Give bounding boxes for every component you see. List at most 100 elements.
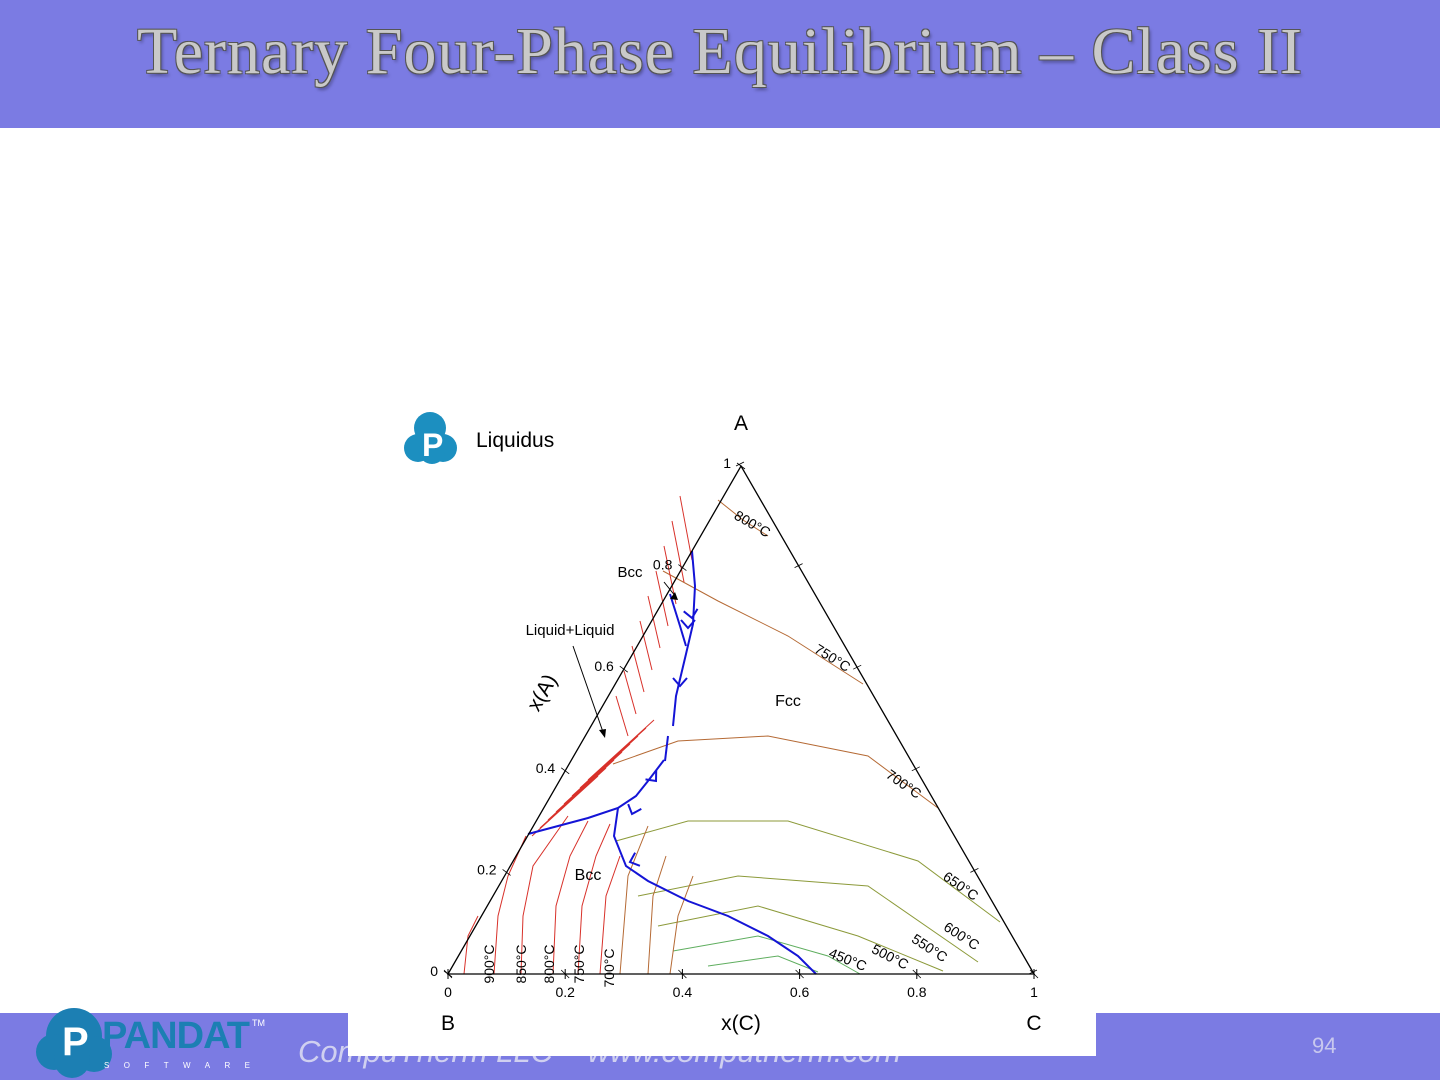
isotherm-line: [639, 620, 653, 671]
y-tick-label: 0.6: [594, 658, 614, 674]
isotherm-line: [707, 955, 819, 973]
isotherm-line: [619, 825, 649, 975]
y-tick-label: 0.4: [536, 760, 556, 776]
boundary-arrow: [672, 677, 688, 688]
title-bar: Ternary Four-Phase Equilibrium – Class I…: [0, 0, 1440, 128]
isotherm-label: 500°C: [869, 941, 911, 973]
isotherm-line: [531, 775, 599, 837]
isotherm-line: [647, 855, 667, 975]
pandat-logo-text: PANDAT: [102, 1015, 250, 1057]
isotherm-line: [679, 495, 693, 561]
right-tick: [853, 664, 862, 670]
chart-panel: P Liquidus 0 0.2 0.4 0.6 0.8 1 0 0.2 0.4 0.6 0.8 1 A…: [348, 396, 1096, 1056]
y-tick-label: 0.2: [477, 861, 497, 877]
isotherm-line: [615, 695, 629, 737]
y-tick-label: 0: [430, 963, 438, 979]
isotherm-label: 900°C: [481, 944, 497, 983]
x-tick-cross: [795, 969, 804, 979]
page-number: 94: [1312, 1033, 1337, 1058]
boundary-arrow: [680, 619, 696, 630]
isotherm-line: [547, 759, 615, 821]
isotherm-line: [555, 751, 623, 813]
x-tick-label: 0.4: [673, 984, 693, 1000]
isotherm-line: [672, 935, 861, 975]
triangle-outline: [446, 464, 1036, 975]
isotherm-line: [587, 719, 655, 781]
isotherm-line: [615, 820, 1001, 923]
isotherm-line: [599, 855, 621, 975]
annotation-arrow: [572, 645, 604, 733]
isotherm-label: 700°C: [601, 948, 617, 987]
phase-label-bcc: Bcc: [575, 867, 602, 884]
x-tick-label: 1: [1030, 984, 1038, 1000]
x-tick-cross: [678, 969, 687, 979]
annotation-liquid-liquid: Liquid+Liquid: [526, 622, 615, 639]
vertex-label-a: A: [734, 412, 748, 435]
pandat-logo-subtitle: SOFTWARE: [104, 1061, 250, 1070]
isotherm-label: 800°C: [541, 944, 557, 983]
right-tick: [735, 461, 745, 467]
boundary-arrow: [645, 770, 658, 783]
isotherm-line: [669, 875, 694, 975]
phase-boundaries: [527, 550, 817, 975]
chart-logo-letter: P: [422, 427, 443, 463]
y-tick-label: 1: [723, 455, 731, 471]
pandat-logo-letter: P: [62, 1020, 89, 1064]
x-tick-label: 0.8: [907, 984, 927, 1000]
isotherm-line: [637, 875, 979, 963]
x-tick-cross: [560, 969, 570, 979]
y-tick: [560, 767, 570, 775]
x-tick-label: 0.2: [555, 984, 575, 1000]
isotherm-line: [563, 743, 631, 805]
right-tick: [911, 766, 920, 772]
y-tick: [502, 869, 511, 876]
chart-title: Liquidus: [476, 429, 554, 452]
isotherm-line: [662, 570, 864, 685]
annotation-arrowhead: [670, 592, 678, 600]
isotherm-line: [717, 499, 769, 537]
boundary-line: [664, 735, 669, 762]
isotherm-line: [623, 670, 637, 715]
x-tick-cross: [912, 969, 922, 979]
y-tick: [619, 665, 629, 673]
x-tick-label: 0.6: [790, 984, 810, 1000]
boundary-arrow: [627, 803, 642, 816]
right-tick: [970, 868, 979, 873]
isotherm-line: [463, 915, 479, 975]
y-tick: [443, 970, 453, 978]
annotation-arrowhead: [599, 729, 606, 738]
isotherm-line: [612, 735, 939, 809]
boundary-line: [669, 593, 687, 647]
right-tick: [794, 563, 803, 568]
axis-ticks: [443, 461, 1039, 979]
y-tick: [678, 564, 687, 571]
boundary-arrow: [683, 608, 699, 620]
isotherm-line: [520, 815, 569, 975]
isotherm-label: 750°C: [812, 641, 854, 675]
slide-title: Ternary Four-Phase Equilibrium – Class I…: [136, 15, 1304, 88]
boundary-line: [672, 550, 697, 727]
right-tick: [1028, 969, 1038, 975]
pandat-logo: P PANDAT TM SOFTWARE: [36, 1008, 265, 1078]
boundary-line: [527, 759, 665, 835]
isotherm-line: [493, 835, 527, 975]
x-tick-cross: [1029, 969, 1039, 979]
isotherm-label: 450°C: [827, 945, 869, 974]
isotherm-line: [539, 767, 607, 829]
isotherm-line: [577, 823, 611, 975]
y-tick: [736, 462, 746, 470]
isotherm-label: 850°C: [513, 944, 529, 983]
isotherm-line: [671, 520, 685, 583]
y-axis-label: x(A): [523, 670, 562, 715]
isotherm-line: [657, 905, 944, 972]
isotherm-line: [571, 735, 639, 797]
isotherm-line: [631, 645, 645, 693]
y-tick-label: 0.8: [653, 557, 673, 573]
ternary-liquidus-chart: P Liquidus 0 0.2 0.4 0.6 0.8 1 0 0.2 0.4 0.6 0.8 1 A…: [404, 412, 1042, 1035]
isotherm-line: [579, 727, 647, 789]
isotherm-label: 700°C: [883, 766, 924, 802]
isotherm-line: [647, 595, 661, 649]
isotherm-line: [655, 570, 669, 627]
boundary-arrow: [628, 852, 641, 867]
chart-logo-badge: P: [404, 412, 457, 464]
